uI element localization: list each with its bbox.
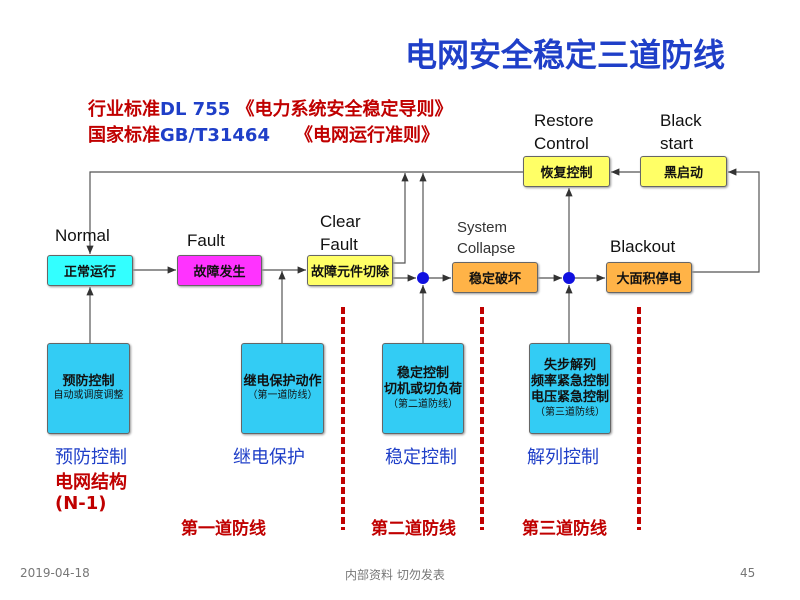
control-box-splitting: 失步解列 频率紧急控制 电压紧急控制 （第三道防线） [529, 343, 611, 434]
standard-name: 《电力系统安全稳定导则》 [236, 99, 453, 120]
label-n-1: (N-1) [55, 493, 107, 514]
state-restore-control: 恢复控制 [523, 156, 610, 187]
state-normal: 正常运行 [47, 255, 133, 286]
first-defense-line: 第一道防线 [181, 519, 266, 539]
clear-fault-label: Clear Fault [320, 212, 361, 254]
label-grid-structure: 电网结构 [55, 472, 127, 493]
standard-code: GB/T31464 [160, 125, 270, 146]
page-number: 45 [740, 566, 756, 580]
state-black-start: 黑启动 [640, 156, 727, 187]
normal-label: Normal [55, 226, 110, 245]
label-prevention: 预防控制 [55, 447, 127, 468]
standard-prefix: 行业标准 [88, 99, 160, 120]
restore-control-label: Restore Control [534, 111, 594, 153]
industry-standard: 行业标准DL 755 《电力系统安全稳定导则》 [88, 95, 453, 121]
standard-prefix: 国家标准 [88, 125, 160, 146]
state-fault: 故障发生 [177, 255, 262, 286]
arrow-blackout-blackstart [692, 168, 760, 273]
label-splitting: 解列控制 [527, 447, 599, 468]
feedback-line [86, 171, 523, 254]
state-system-collapse: 稳定破坏 [452, 262, 538, 293]
second-defense-line: 第二道防线 [371, 519, 456, 539]
label-relay: 继电保护 [233, 447, 305, 468]
third-defense-line: 第三道防线 [522, 519, 607, 539]
black-start-label: Black start [660, 111, 702, 153]
control-box-prevention: 预防控制 自动或调度调整 [47, 343, 130, 434]
junction-node-1 [417, 272, 429, 284]
state-clear-fault: 故障元件切除 [307, 255, 393, 286]
arrow-clear-up [393, 173, 409, 264]
junction-node-2 [563, 272, 575, 284]
blackout-label: Blackout [610, 237, 676, 256]
system-collapse-label: System Collapse [457, 219, 516, 257]
national-standard: 国家标准GB/T31464 《电网运行准则》 [88, 121, 439, 147]
footer-note: 内部资料 切勿发表 [345, 568, 445, 582]
state-blackout: 大面积停电 [606, 262, 692, 293]
fault-label: Fault [187, 231, 225, 250]
label-stability: 稳定控制 [385, 447, 457, 468]
page-title: 电网安全稳定三道防线 [405, 36, 726, 74]
footer-date: 2019-04-18 [20, 566, 90, 580]
standard-name: 《电网运行准则》 [295, 125, 440, 146]
standard-code: DL 755 [160, 99, 231, 120]
control-box-relay: 继电保护动作 （第一道防线） [241, 343, 324, 434]
control-box-stability: 稳定控制 切机或切负荷 （第二道防线） [382, 343, 464, 434]
